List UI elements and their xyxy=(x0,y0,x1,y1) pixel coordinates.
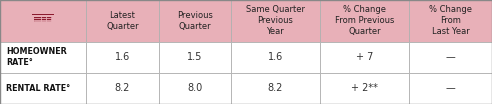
Text: 1.5: 1.5 xyxy=(187,52,202,62)
Bar xyxy=(0,0,87,42)
Text: Latest
Quarter: Latest Quarter xyxy=(106,11,139,31)
Bar xyxy=(158,0,231,42)
Bar xyxy=(87,42,158,73)
Bar xyxy=(320,73,409,104)
Bar xyxy=(32,14,54,15)
Bar xyxy=(409,0,492,42)
Bar xyxy=(231,73,320,104)
Text: % Change
From Previous
Quarter: % Change From Previous Quarter xyxy=(335,5,394,36)
Text: HOMEOWNER
RATE°: HOMEOWNER RATE° xyxy=(6,47,66,67)
Text: Previous
Quarter: Previous Quarter xyxy=(177,11,213,31)
Text: + 2**: + 2** xyxy=(351,83,378,93)
Bar xyxy=(231,42,320,73)
Text: 8.2: 8.2 xyxy=(115,83,130,93)
Bar xyxy=(87,0,158,42)
Text: % Change
From
Last Year: % Change From Last Year xyxy=(429,5,472,36)
Bar xyxy=(34,17,52,22)
Bar xyxy=(409,42,492,73)
Bar xyxy=(320,0,409,42)
Text: + 7: + 7 xyxy=(356,52,373,62)
Text: 1.6: 1.6 xyxy=(115,52,130,62)
Bar xyxy=(0,73,87,104)
Text: 1.6: 1.6 xyxy=(268,52,283,62)
Bar xyxy=(87,73,158,104)
Text: —: — xyxy=(446,83,455,93)
Bar xyxy=(38,17,48,18)
Text: RENTAL RATE°: RENTAL RATE° xyxy=(6,84,70,93)
Bar xyxy=(409,73,492,104)
Text: —: — xyxy=(446,52,455,62)
Bar xyxy=(231,0,320,42)
Text: 8.0: 8.0 xyxy=(187,83,202,93)
Text: Same Quarter
Previous
Year: Same Quarter Previous Year xyxy=(246,5,305,36)
Bar xyxy=(0,42,87,73)
Text: 8.2: 8.2 xyxy=(268,83,283,93)
Bar xyxy=(320,42,409,73)
Bar xyxy=(158,42,231,73)
Bar xyxy=(158,73,231,104)
